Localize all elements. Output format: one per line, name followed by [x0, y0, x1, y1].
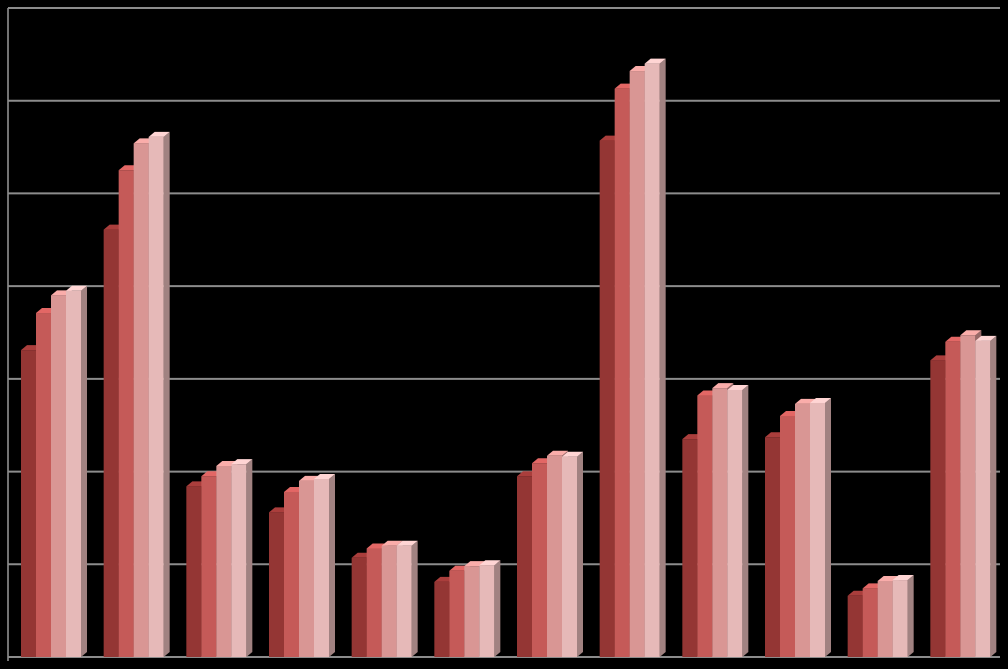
bar-side [494, 560, 501, 657]
bar [712, 388, 728, 657]
bar [795, 403, 810, 657]
bar [381, 545, 397, 657]
bar-top [148, 131, 170, 137]
bar [269, 512, 284, 657]
bar-top [892, 575, 914, 581]
bar [118, 170, 134, 657]
bar [930, 360, 946, 657]
bar-top [479, 560, 501, 566]
bar-side [246, 459, 253, 657]
bar-top [727, 384, 749, 390]
bar [479, 565, 495, 657]
bar-top [396, 540, 418, 546]
bar [727, 389, 743, 657]
bar-side [81, 285, 87, 657]
bar-top [644, 58, 666, 64]
bar [532, 463, 547, 657]
bar [299, 480, 314, 657]
bar [862, 588, 878, 657]
bar [847, 595, 863, 657]
bar [314, 478, 329, 657]
bar [449, 570, 465, 657]
bar [810, 402, 825, 657]
bar-top [810, 397, 831, 403]
bar [351, 557, 367, 657]
bar-top [231, 459, 253, 465]
bar [547, 455, 562, 657]
bar [201, 476, 217, 657]
bar-top [712, 383, 734, 389]
bar [562, 456, 577, 657]
bar [396, 545, 412, 657]
bar-top [314, 473, 335, 479]
bar [780, 415, 795, 657]
bar-side [825, 397, 831, 657]
bar-side [411, 540, 418, 657]
bar [216, 466, 232, 657]
bar [517, 476, 532, 657]
bar [464, 566, 480, 657]
bar [644, 63, 660, 658]
bar [103, 229, 119, 657]
bar [877, 580, 893, 657]
bar-side [990, 335, 997, 657]
bar-side [329, 473, 335, 657]
bar [629, 71, 645, 657]
bar-side [907, 575, 914, 657]
bar-top [66, 285, 87, 291]
bar-side [659, 58, 666, 658]
bar-top [975, 335, 997, 341]
bar [960, 335, 976, 657]
bar [21, 350, 36, 657]
bar [66, 290, 81, 657]
bar [945, 341, 961, 657]
bar-side [163, 131, 170, 657]
bar-side [577, 451, 583, 657]
bar-top [562, 451, 583, 457]
bar-top [960, 330, 982, 336]
bar [765, 437, 780, 657]
bar [148, 136, 164, 657]
bar [682, 439, 698, 657]
bar [599, 140, 615, 657]
bar [614, 88, 630, 657]
bar [36, 313, 51, 657]
bar [434, 581, 450, 657]
bar [697, 395, 713, 657]
bar-top [547, 450, 568, 456]
bar [133, 143, 149, 657]
bar [366, 548, 382, 657]
bar [186, 486, 202, 657]
bar [231, 464, 247, 657]
bar-side [742, 384, 749, 657]
bar [284, 491, 299, 657]
bar [975, 340, 991, 657]
bar [51, 295, 66, 657]
bar [892, 580, 908, 657]
bar-top [381, 540, 403, 546]
